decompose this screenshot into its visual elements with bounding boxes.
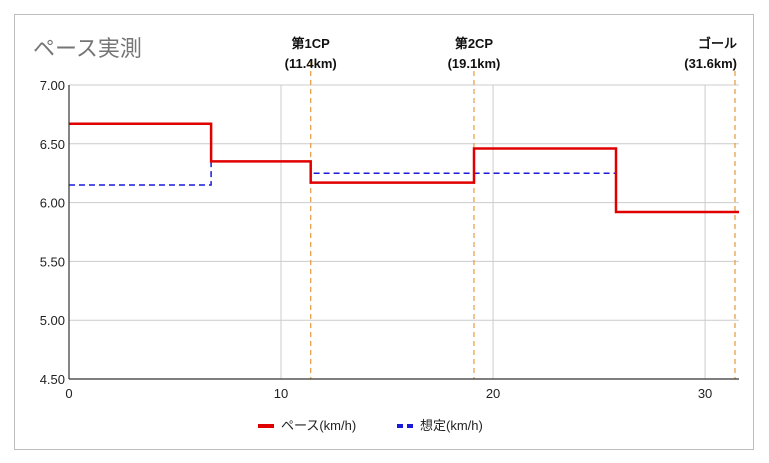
y-tick-label: 7.00: [40, 78, 65, 93]
checkpoint-name: 第1CP: [292, 36, 331, 51]
series-layer: [69, 122, 739, 214]
y-tick-label: 6.00: [40, 196, 65, 211]
x-tick-label: 30: [698, 386, 712, 401]
series-line-planned: [69, 160, 739, 213]
checkpoint-name: ゴール: [698, 36, 737, 51]
x-tick-label: 20: [486, 386, 500, 401]
y-tick-label: 6.50: [40, 137, 65, 152]
checkpoint-name: 第2CP: [455, 36, 494, 51]
chart-title: ペース実測: [33, 36, 142, 61]
x-tick-label: 0: [65, 386, 72, 401]
x-tick-label: 10: [274, 386, 288, 401]
checkpoint-distance: (11.4km): [285, 56, 337, 71]
checkpoint-distance: (19.1km): [448, 56, 501, 71]
legend-label: ペース(km/h): [281, 418, 356, 433]
checkpoint-layer: 第1CP (11.4km) 第2CP (19.1km) ゴール (31.6km): [285, 36, 737, 379]
axis-layer: 7.00 6.50 6.00 5.50 5.00 4.500 10 20 30: [40, 78, 739, 401]
y-tick-label: 5.00: [40, 313, 65, 328]
chart-frame: [14, 14, 754, 450]
legend-label: 想定(km/h): [420, 418, 483, 433]
series-line-pace: [69, 122, 739, 214]
legend: ペース(km/h) 想定(km/h): [258, 418, 483, 433]
y-tick-label: 4.50: [40, 372, 65, 387]
checkpoint-distance: (31.6km): [684, 56, 737, 71]
y-tick-label: 5.50: [40, 254, 65, 269]
grid-layer: [69, 84, 739, 379]
